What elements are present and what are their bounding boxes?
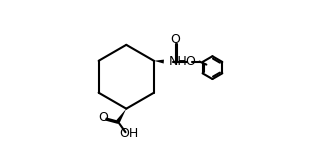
Text: O: O — [185, 55, 195, 68]
Polygon shape — [154, 60, 164, 64]
Text: OH: OH — [120, 127, 139, 140]
Polygon shape — [116, 109, 126, 123]
Text: O: O — [98, 111, 108, 124]
Text: NH: NH — [169, 55, 187, 68]
Text: O: O — [170, 33, 180, 46]
